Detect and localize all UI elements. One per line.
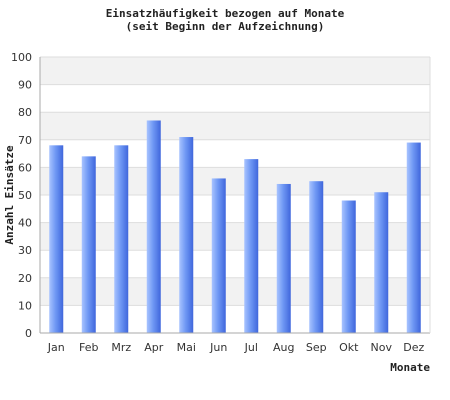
y-tick-label: 70	[18, 134, 32, 147]
y-tick-label: 0	[25, 327, 32, 340]
x-axis-label: Monate	[390, 361, 430, 374]
bar-feb	[81, 156, 96, 333]
x-tick-label: Dez	[403, 341, 424, 354]
bar-jun	[211, 178, 226, 333]
x-tick-label: Mrz	[111, 341, 131, 354]
bar-jan	[49, 145, 64, 333]
plot-band	[40, 277, 430, 306]
bar-nov	[374, 192, 389, 333]
plot-band	[40, 222, 430, 251]
bar-mrz	[114, 145, 129, 333]
y-tick-label: 40	[18, 217, 32, 230]
plot-band	[40, 305, 430, 333]
plot-band	[40, 250, 430, 278]
x-tick-labels: Jan Feb Mrz Apr Mai Jun Jul Aug Sep Okt Nov Dez	[47, 341, 425, 354]
x-tick-label: Nov	[371, 341, 393, 354]
plot-band	[40, 112, 430, 140]
y-tick-label: 60	[18, 161, 32, 174]
bar-apr	[146, 120, 161, 333]
bar-series	[49, 120, 421, 333]
x-tick-label: Jul	[244, 341, 258, 354]
x-tick-label: Apr	[144, 341, 164, 354]
plot-band	[40, 195, 430, 223]
x-tick-label: Mai	[177, 341, 196, 354]
chart-subtitle: (seit Beginn der Aufzeichnung)	[126, 20, 325, 33]
y-tick-label: 10	[18, 299, 32, 312]
bar-okt	[341, 200, 356, 333]
plot-band	[40, 167, 430, 195]
y-tick-labels: 0 10 20 30 40 50 60 70 80 90 100	[11, 51, 32, 340]
plot-background	[40, 57, 430, 333]
axes	[39, 57, 431, 334]
y-tick-label: 30	[18, 244, 32, 257]
y-tick-label: 20	[18, 272, 32, 285]
bar-dez	[406, 142, 421, 333]
x-tick-label: Sep	[306, 341, 327, 354]
chart-title: Einsatzhäufigkeit bezogen auf Monate	[106, 7, 345, 20]
plot-band	[40, 139, 430, 168]
bar-sep	[309, 181, 324, 333]
x-tick-label: Aug	[273, 341, 294, 354]
plot-band	[40, 57, 430, 85]
x-tick-label: Okt	[339, 341, 359, 354]
y-tick-label: 50	[18, 189, 32, 202]
y-axis-label: Anzahl Einsätze	[3, 145, 16, 245]
y-tick-label: 100	[11, 51, 32, 64]
bar-jul	[244, 159, 259, 333]
y-tick-label: 80	[18, 106, 32, 119]
plot-band	[40, 84, 430, 113]
bar-aug	[276, 183, 291, 333]
x-tick-label: Jun	[209, 341, 227, 354]
y-tick-label: 90	[18, 79, 32, 92]
x-tick-label: Jan	[47, 341, 65, 354]
x-tick-label: Feb	[79, 341, 98, 354]
bar-mai	[179, 137, 194, 333]
